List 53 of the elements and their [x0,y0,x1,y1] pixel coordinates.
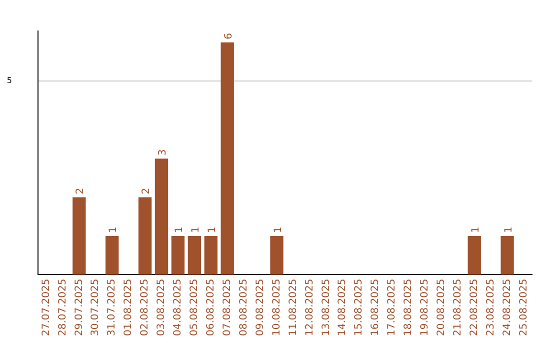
x-tick-label: 05.08.2025 [189,278,200,336]
x-tick-label: 15.08.2025 [354,278,365,336]
x-tick-label: 25.08.2025 [518,278,530,336]
data-label: 1 [206,226,218,234]
bar [138,197,152,275]
x-tick-label: 31.07.2025 [106,278,118,336]
bar [220,42,234,275]
data-label: 1 [190,226,202,234]
data-label: 1 [470,226,482,234]
bar [72,197,86,275]
x-tick-label: 12.08.2025 [304,278,316,336]
x-tick-label: 01.08.2025 [123,278,134,336]
x-tick-label: 28.07.2025 [57,278,68,336]
bar [500,236,514,275]
data-label: 2 [75,188,86,194]
bar [188,236,202,275]
data-label: 1 [174,226,185,234]
x-tick-label: 14.08.2025 [337,278,348,336]
data-label: 3 [158,149,168,156]
data-label: 1 [503,226,514,234]
data-label: 2 [141,188,152,194]
x-tick-label: 30.07.2025 [90,278,102,336]
bar [171,236,185,275]
data-label: 1 [272,226,284,234]
x-tick-label: 03.08.2025 [156,278,168,336]
bar [270,236,284,275]
bar [204,236,218,275]
x-tick-label: 20.08.2025 [436,278,448,336]
x-tick-label: 29.07.2025 [74,278,85,336]
x-tick-label: 11.08.2025 [288,278,299,336]
x-tick-label: 06.08.2025 [205,278,216,336]
x-tick-label: 17.08.2025 [386,278,398,336]
x-tick-label: 10.08.2025 [271,278,282,336]
x-tick-label: 24.08.2025 [502,278,513,336]
x-tick-label: 08.08.2025 [238,278,250,336]
x-tick-label: 19.08.2025 [420,278,431,336]
bar [106,236,119,275]
data-label: 1 [108,226,120,234]
x-tick-label: 22.08.2025 [468,278,480,336]
x-tick-label: 13.08.2025 [320,278,332,336]
x-tick-label: 23.08.2025 [485,278,496,336]
x-tick-label: 02.08.2025 [140,278,151,336]
x-tick-label: 16.08.2025 [370,278,382,336]
x-tick-label: 04.08.2025 [172,278,184,336]
x-tick-label: 18.08.2025 [403,278,414,336]
x-tick-label: 09.08.2025 [254,278,266,336]
bar [468,236,481,275]
data-label: 6 [223,33,234,40]
y-tick-label: 5 [6,76,12,86]
x-tick-label: 21.08.2025 [452,278,464,336]
x-tick-label: 07.08.2025 [222,278,233,336]
x-tick-label: 27.07.2025 [40,278,52,336]
bar [154,158,168,275]
